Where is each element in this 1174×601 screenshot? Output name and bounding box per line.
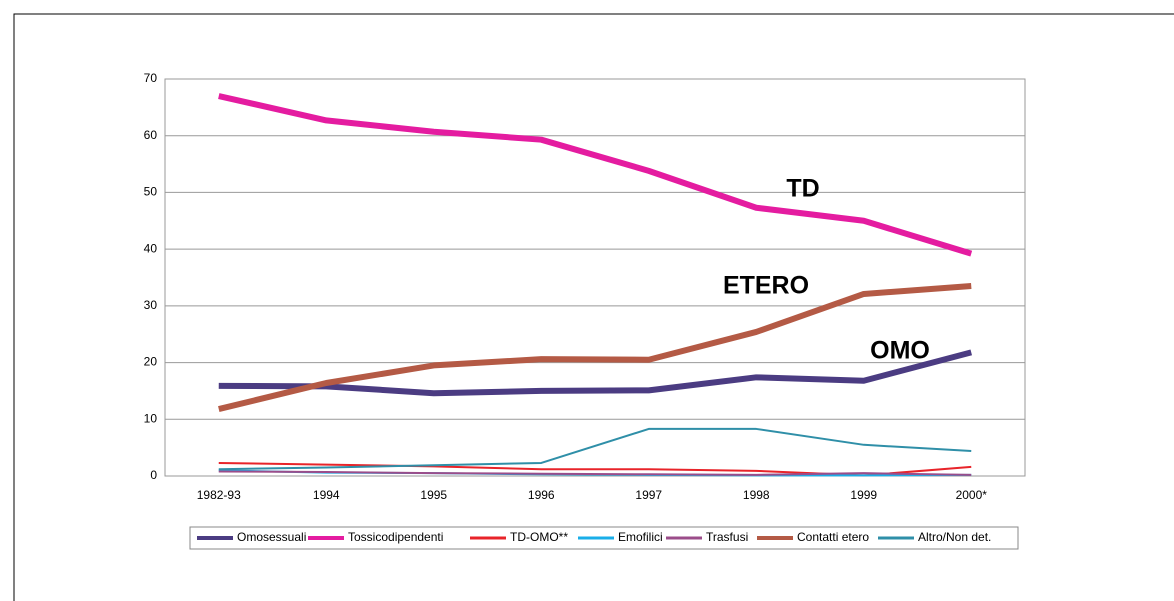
annotation: ETERO (723, 272, 809, 300)
y-tick-label: 10 (144, 411, 158, 425)
x-tick-label: 1995 (420, 488, 447, 502)
series-line (218, 470, 972, 476)
legend-label: Omosessuali (237, 530, 306, 544)
x-tick-label: 1998 (743, 488, 770, 502)
annotation: TD (786, 175, 819, 203)
plot-area (164, 78, 1026, 477)
y-tick-label: 50 (144, 185, 158, 199)
annotation: OMO (870, 337, 930, 365)
y-tick-label: 70 (144, 71, 158, 85)
series-line (218, 93, 973, 257)
series-line (218, 283, 972, 412)
legend-label: TD-OMO** (510, 530, 568, 544)
x-tick-label: 1982-93 (197, 488, 241, 502)
legend-label: Emofilici (618, 530, 663, 544)
y-tick-label: 20 (144, 355, 158, 369)
y-tick-label: 40 (144, 241, 158, 255)
x-tick-label: 1994 (313, 488, 340, 502)
series-line (218, 349, 973, 397)
y-tick-label: 0 (150, 468, 157, 482)
y-tick-label: 60 (144, 128, 158, 142)
x-tick-label: 1997 (635, 488, 662, 502)
x-tick-label: 1999 (850, 488, 877, 502)
legend-label: Trasfusi (706, 530, 748, 544)
x-tick-label: 2000* (956, 488, 988, 502)
legend-label: Contatti etero (797, 530, 869, 544)
x-tick-label: 1996 (528, 488, 555, 502)
series-line (218, 427, 972, 471)
y-tick-label: 30 (144, 298, 158, 312)
legend-label: Altro/Non det. (918, 530, 991, 544)
legend-label: Tossicodipendenti (348, 530, 443, 544)
